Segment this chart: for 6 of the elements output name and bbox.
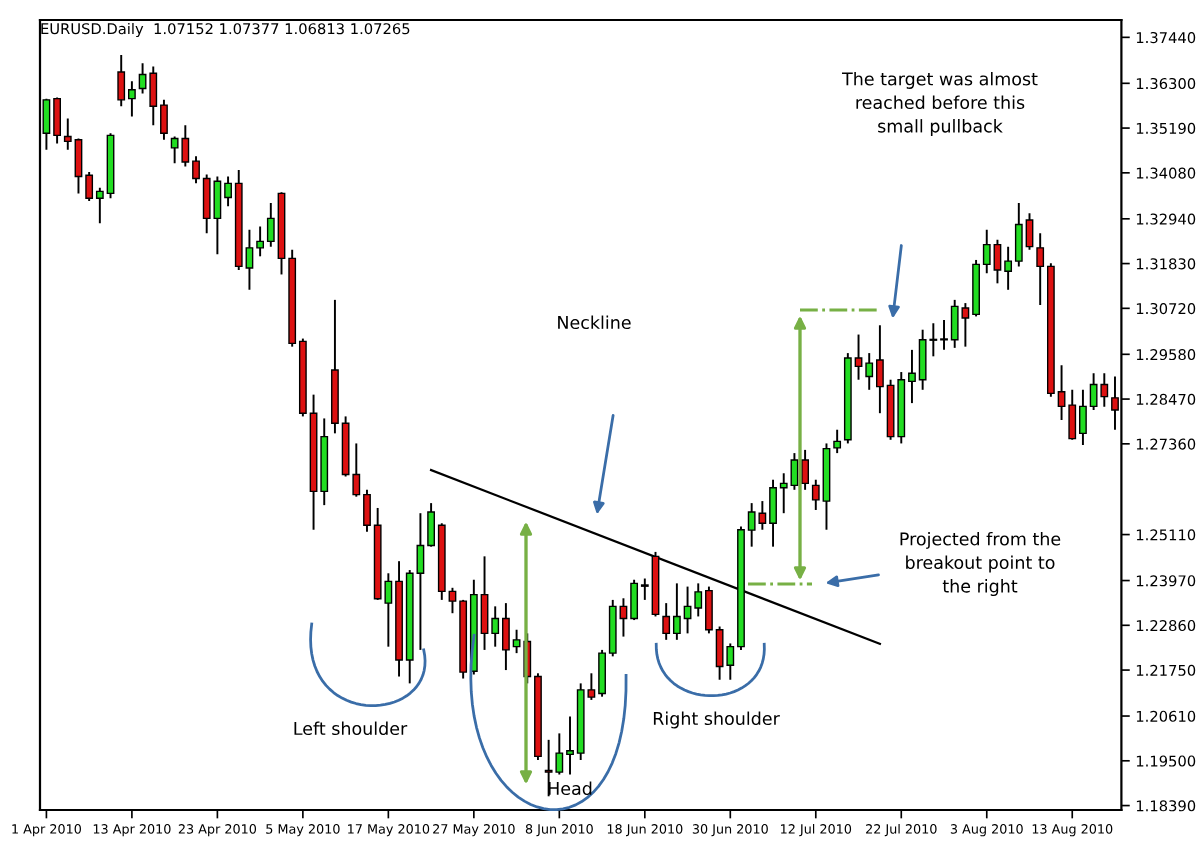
annotation: Projected from the breakout point to the right	[900, 531, 1061, 597]
annotation: Right shoulder	[653, 711, 780, 729]
annotation: Left shoulder	[294, 721, 408, 736]
annotation: The target was almost reached before this small pullback	[841, 71, 1038, 137]
annotation: Neckline	[558, 315, 631, 330]
candlestick	[801, 448, 810, 491]
